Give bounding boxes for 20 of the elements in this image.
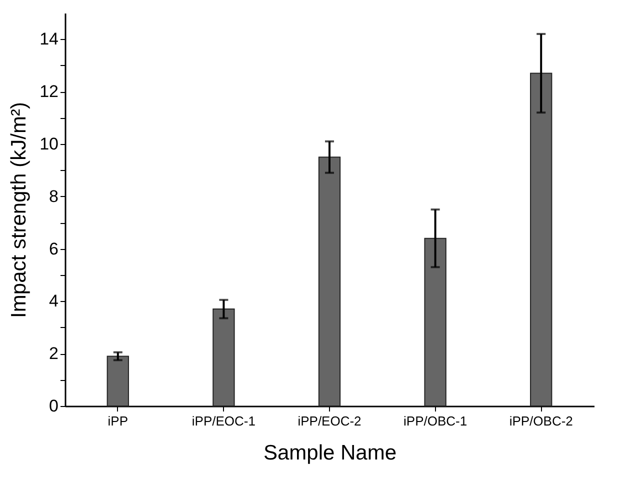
y-tick-label: 8 bbox=[49, 186, 58, 206]
bar bbox=[212, 308, 235, 406]
y-tick-label: 2 bbox=[49, 344, 58, 364]
y-axis-title: Impact strength (kJ/m²) bbox=[8, 102, 31, 318]
x-axis-title: Sample Name bbox=[263, 442, 397, 464]
y-tick-label: 0 bbox=[49, 396, 58, 416]
x-tick-label: iPP/OBC-1 bbox=[404, 414, 468, 428]
y-tick-label: 10 bbox=[40, 134, 58, 154]
y-tick-label: 6 bbox=[49, 239, 58, 258]
x-tick-label: iPP/EOC-1 bbox=[192, 414, 256, 428]
x-tick-label: iPP/EOC-2 bbox=[298, 414, 362, 428]
bar bbox=[424, 238, 446, 406]
x-tick-label: iPP/OBC-2 bbox=[509, 414, 573, 428]
bar bbox=[106, 356, 129, 406]
bar bbox=[318, 156, 341, 406]
y-tick-label: 14 bbox=[40, 30, 58, 49]
y-tick-label: 12 bbox=[40, 82, 58, 102]
y-tick-label: 4 bbox=[49, 292, 58, 311]
bar bbox=[530, 72, 552, 406]
x-tick-label: iPP bbox=[108, 414, 128, 428]
